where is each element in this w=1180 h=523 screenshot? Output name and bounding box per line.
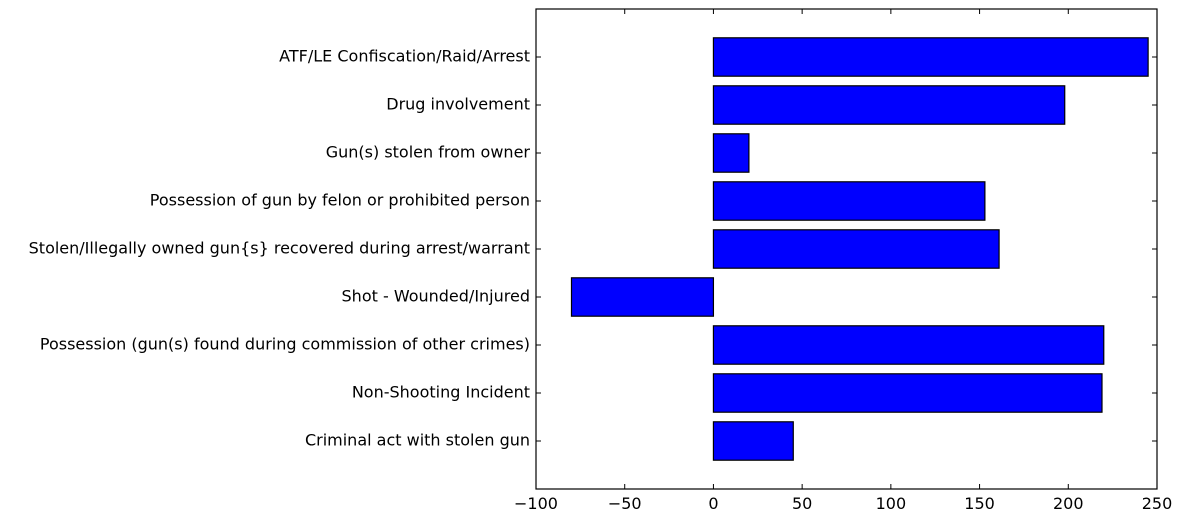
x-tick-label: 150 [964, 494, 995, 513]
bar-8 [712, 421, 794, 461]
x-tick-label: 250 [1142, 494, 1173, 513]
x-tick-label: 100 [876, 494, 907, 513]
bars-layer [570, 37, 1149, 461]
ticks-layer [535, 9, 1158, 489]
x-tick-label: −100 [514, 494, 558, 513]
x-tick-label: −50 [608, 494, 642, 513]
y-category-labels: ATF/LE Confiscation/Raid/Arrest Drug invo… [29, 47, 531, 450]
category-label: Drug involvement [386, 95, 530, 114]
x-tick-label: 50 [792, 494, 812, 513]
category-label: ATF/LE Confiscation/Raid/Arrest [279, 47, 530, 66]
category-label: Possession of gun by felon or prohibited… [150, 191, 530, 210]
bar-0 [712, 37, 1149, 77]
bar-5 [570, 277, 715, 317]
x-tick-label: 200 [1053, 494, 1084, 513]
bar-3 [712, 181, 986, 221]
bar-6 [712, 325, 1105, 365]
plot-frame [535, 8, 1158, 490]
bar-2 [712, 133, 750, 173]
category-label: Gun(s) stolen from owner [326, 143, 531, 162]
category-label: Criminal act with stolen gun [305, 431, 530, 450]
category-label: Stolen/Illegally owned gun{s} recovered … [29, 239, 530, 258]
category-label: Shot - Wounded/Injured [342, 287, 530, 306]
x-tick-label: 0 [708, 494, 718, 513]
bar-7 [712, 373, 1103, 413]
category-label: Non-Shooting Incident [352, 383, 530, 402]
bar-4 [712, 229, 1000, 269]
x-tick-labels: −100 −50 0 50 100 150 200 250 [514, 494, 1172, 513]
bar-1 [712, 85, 1066, 125]
category-label: Possession (gun(s) found during commissi… [40, 335, 530, 354]
